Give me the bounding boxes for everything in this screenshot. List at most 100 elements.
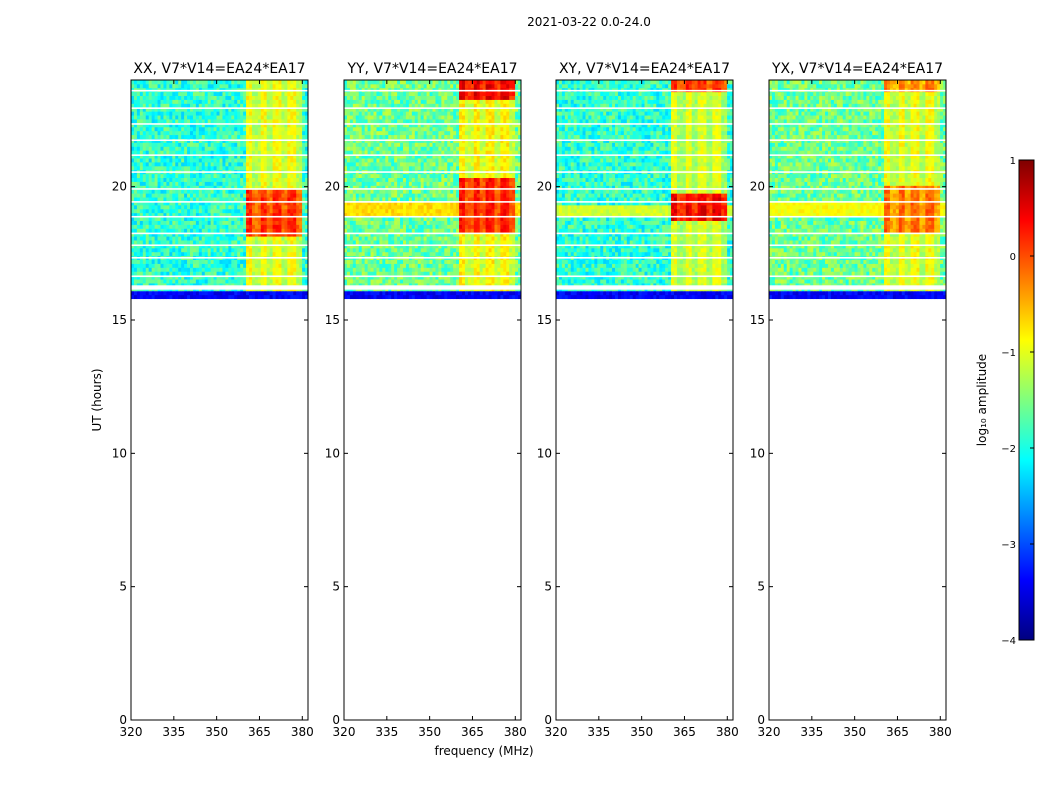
heatmap-cell xyxy=(240,173,244,179)
heatmap-cell xyxy=(249,204,253,210)
heatmap-cell xyxy=(296,162,300,167)
heatmap-cell xyxy=(500,290,504,296)
heatmap-cell xyxy=(290,271,294,276)
heatmap-cell xyxy=(148,189,153,194)
heatmap-cell xyxy=(284,189,288,194)
heatmap-cell xyxy=(184,275,188,280)
heatmap-cell xyxy=(190,173,194,179)
heatmap-cell xyxy=(210,158,214,163)
heatmap-cell xyxy=(195,294,200,300)
heatmap-cell xyxy=(163,236,167,241)
heatmap-cell xyxy=(266,232,271,237)
heatmap-cell xyxy=(290,240,294,245)
heatmap-cell xyxy=(246,189,250,194)
heatmap-cell xyxy=(302,220,306,225)
heatmap-cell xyxy=(257,204,262,210)
heatmap-cell xyxy=(391,204,395,210)
heatmap-cell xyxy=(148,91,153,97)
heatmap-cell xyxy=(263,232,268,237)
heatmap-cell xyxy=(207,259,212,264)
heatmap-cell xyxy=(246,263,250,268)
heatmap-cell xyxy=(154,232,158,237)
heatmap-cell xyxy=(228,283,232,288)
heatmap-cell xyxy=(278,181,282,186)
heatmap-cell xyxy=(423,294,427,300)
heatmap-cell xyxy=(207,95,212,100)
heatmap-cell xyxy=(251,80,256,85)
heatmap-cell xyxy=(515,228,519,233)
heatmap-cell xyxy=(349,208,354,214)
heatmap-cell xyxy=(275,279,279,284)
heatmap-cell xyxy=(198,83,203,89)
heatmap-cell xyxy=(178,189,182,194)
heatmap-cell xyxy=(210,201,214,206)
heatmap-cell xyxy=(272,95,276,100)
heatmap-cell xyxy=(210,80,214,85)
heatmap-cell xyxy=(190,189,194,194)
heatmap-cell xyxy=(257,99,262,104)
heatmap-cell xyxy=(432,212,436,218)
heatmap-cell xyxy=(231,220,235,225)
heatmap-cell xyxy=(429,263,433,268)
heatmap-cell xyxy=(346,267,351,272)
heatmap-cell xyxy=(272,80,276,85)
heatmap-cell xyxy=(142,263,147,268)
heatmap-cell xyxy=(148,275,153,280)
heatmap-cell xyxy=(160,165,164,171)
heatmap-cell xyxy=(169,204,173,210)
heatmap-cell xyxy=(204,162,209,167)
heatmap-cell xyxy=(175,111,179,116)
heatmap-cell xyxy=(299,173,303,179)
heatmap-cell xyxy=(287,279,291,284)
heatmap-cell xyxy=(414,216,419,221)
heatmap-cell xyxy=(251,236,256,241)
heatmap-cell xyxy=(373,216,377,221)
heatmap-cell xyxy=(293,208,297,214)
heatmap-cell xyxy=(299,162,303,167)
heatmap-cell xyxy=(476,228,481,233)
blank-row xyxy=(131,285,308,287)
heatmap-cell xyxy=(515,232,519,237)
heatmap-cell xyxy=(429,201,433,206)
heatmap-cell xyxy=(296,294,300,300)
heatmap-cell xyxy=(459,232,463,237)
heatmap-cell xyxy=(290,150,294,155)
heatmap-cell xyxy=(352,283,357,288)
heatmap-cell xyxy=(260,80,265,85)
heatmap-cell xyxy=(391,216,395,221)
heatmap-cell xyxy=(512,283,516,288)
heatmap-cell xyxy=(278,290,282,296)
heatmap-cell xyxy=(225,251,229,257)
heatmap-cell xyxy=(249,224,253,229)
heatmap-cell xyxy=(373,259,377,264)
heatmap-cell xyxy=(204,103,209,108)
heatmap-cell xyxy=(175,247,179,253)
heatmap-cell xyxy=(142,216,147,221)
heatmap-cell xyxy=(287,115,291,120)
heatmap-cell xyxy=(479,283,484,288)
heatmap-cell xyxy=(450,294,454,300)
heatmap-cell xyxy=(240,80,244,85)
heatmap-cell xyxy=(257,165,262,171)
heatmap-cell xyxy=(213,259,217,264)
heatmap-cell xyxy=(290,208,294,214)
heatmap-cell xyxy=(172,283,176,288)
heatmap-cell xyxy=(157,173,161,179)
heatmap-cell xyxy=(444,294,448,300)
heatmap-cell xyxy=(234,91,238,97)
heatmap-cell xyxy=(163,212,167,218)
heatmap-cell xyxy=(429,228,433,233)
heatmap-cell xyxy=(136,154,141,159)
heatmap-cell xyxy=(145,275,150,280)
heatmap-cell xyxy=(394,247,398,253)
heatmap-cell xyxy=(142,220,147,225)
heatmap-cell xyxy=(503,220,507,225)
heatmap-cell xyxy=(231,216,235,221)
heatmap-cell xyxy=(145,185,150,190)
heatmap-cell xyxy=(462,244,466,249)
heatmap-cell xyxy=(207,201,212,206)
heatmap-cell xyxy=(246,115,250,120)
heatmap-cell xyxy=(488,236,492,241)
heatmap-cell xyxy=(376,201,380,206)
heatmap-cell xyxy=(139,134,144,139)
